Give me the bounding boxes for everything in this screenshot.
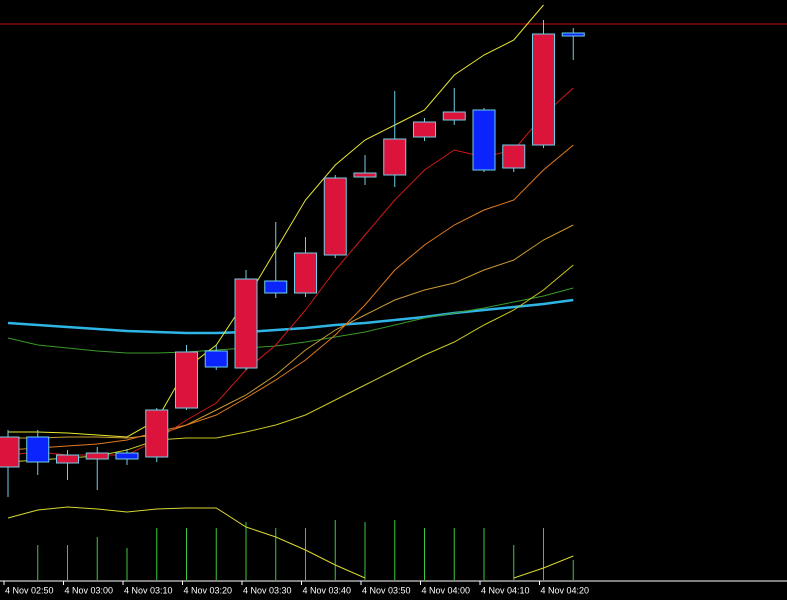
x-tick-label: 4 Nov 04:00 xyxy=(422,585,471,595)
candle-body xyxy=(26,436,50,463)
candle-body xyxy=(0,436,20,468)
x-tick-label: 4 Nov 03:10 xyxy=(124,585,173,595)
x-tick-label: 4 Nov 02:50 xyxy=(5,585,54,595)
x-tick-label: 4 Nov 03:00 xyxy=(65,585,114,595)
candle-body xyxy=(413,121,436,138)
indicator-line xyxy=(8,224,574,439)
candle-body xyxy=(561,32,585,37)
x-tick-label: 4 Nov 03:40 xyxy=(303,585,352,595)
candle-body xyxy=(115,452,139,460)
candle-body xyxy=(353,172,377,178)
candle-body xyxy=(56,454,79,464)
candle-body xyxy=(85,452,109,460)
candle-body xyxy=(264,280,288,294)
candle-body xyxy=(323,177,347,256)
indicator-line xyxy=(7,287,574,354)
oscillator-line xyxy=(7,506,574,579)
candle-body xyxy=(175,351,198,409)
indicator-line xyxy=(7,144,574,451)
candle-body xyxy=(204,350,228,368)
candle-body xyxy=(383,138,407,176)
candle-body xyxy=(145,409,169,458)
indicator-line xyxy=(7,264,574,463)
x-tick-label: 4 Nov 03:30 xyxy=(243,585,292,595)
x-tick-label: 4 Nov 03:20 xyxy=(184,585,233,595)
candle-body xyxy=(532,33,555,146)
indicator-line xyxy=(7,298,574,335)
candle-body xyxy=(294,252,317,294)
candle-body xyxy=(234,278,258,369)
candle-body xyxy=(472,109,496,171)
x-tick-label: 4 Nov 03:50 xyxy=(362,585,411,595)
x-tick-label: 4 Nov 04:20 xyxy=(541,585,590,595)
candle-body xyxy=(442,111,466,121)
candle-body xyxy=(502,144,526,169)
x-tick-label: 4 Nov 04:10 xyxy=(481,585,530,595)
